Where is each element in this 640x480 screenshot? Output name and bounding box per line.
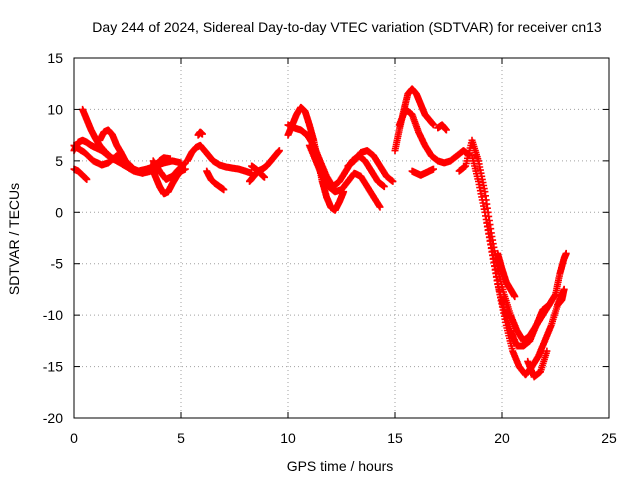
y-tick-label: -20 xyxy=(43,410,63,426)
data-markers xyxy=(434,121,450,134)
data-markers xyxy=(147,162,189,198)
data-markers xyxy=(494,249,519,301)
data-points xyxy=(70,85,570,381)
x-tick-label: 15 xyxy=(387,430,403,446)
data-markers xyxy=(149,157,189,183)
data-markers xyxy=(203,167,228,194)
series-arc-9 xyxy=(203,167,228,194)
data-markers xyxy=(524,347,551,381)
series-arc-12 xyxy=(248,162,268,181)
series-arc-15 xyxy=(305,141,384,211)
data-markers xyxy=(183,141,256,177)
series-arc-6 xyxy=(147,162,189,198)
plot-frame xyxy=(73,57,610,419)
chart-title: Day 244 of 2024, Sidereal Day-to-day VTE… xyxy=(92,19,602,35)
data-markers xyxy=(468,152,553,350)
series-arc-19 xyxy=(408,165,437,179)
y-axis-label: SDTVAR / TECUs xyxy=(6,183,22,295)
x-tick-label: 10 xyxy=(280,430,296,446)
y-tick-label: -5 xyxy=(51,256,64,272)
y-tick-label: 5 xyxy=(55,153,63,169)
series-arc-18 xyxy=(395,105,474,167)
x-tick-label: 0 xyxy=(70,430,78,446)
series-arc-4 xyxy=(70,165,91,183)
y-tick-label: 0 xyxy=(55,204,63,220)
axis-ticks xyxy=(73,57,610,419)
series-arc-5 xyxy=(96,126,134,170)
data-markers xyxy=(70,165,91,183)
x-tick-label: 20 xyxy=(494,430,510,446)
series-arc-25 xyxy=(552,249,570,299)
data-markers xyxy=(554,285,568,309)
series-arc-27 xyxy=(494,249,519,301)
y-tick-label: 10 xyxy=(47,101,63,117)
data-markers xyxy=(305,141,384,211)
x-tick-labels: 0 5 10 15 20 25 xyxy=(70,430,617,446)
x-tick-label: 5 xyxy=(177,430,185,446)
series-arc-22 xyxy=(468,152,553,350)
data-markers xyxy=(395,105,474,167)
y-tick-label: 15 xyxy=(47,50,63,66)
series-arc-24 xyxy=(524,347,551,381)
x-axis-label: GPS time / hours xyxy=(287,458,394,474)
series-arc-8 xyxy=(183,141,256,177)
data-markers xyxy=(248,162,268,181)
y-tick-label: -15 xyxy=(43,359,63,375)
y-tick-label: -10 xyxy=(43,307,63,323)
x-tick-label: 25 xyxy=(601,430,617,446)
series-arc-7 xyxy=(149,157,189,183)
series-arc-26 xyxy=(554,285,568,309)
series-arc-10 xyxy=(194,128,206,139)
y-tick-labels: 15 10 5 0 -5 -10 -15 -20 xyxy=(43,50,63,426)
series-arc-16 xyxy=(344,147,397,185)
data-markers xyxy=(408,165,437,179)
data-markers xyxy=(194,128,206,139)
series-arc-20 xyxy=(434,121,450,134)
data-markers xyxy=(96,126,134,170)
data-markers xyxy=(552,249,570,299)
grid xyxy=(74,58,609,418)
data-markers xyxy=(344,147,397,185)
